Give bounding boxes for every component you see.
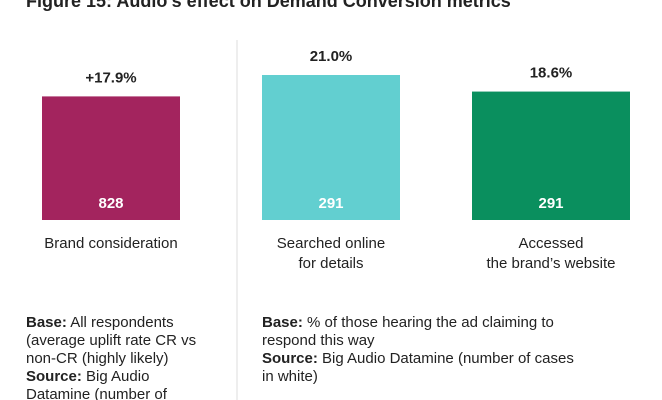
category-label: for details xyxy=(298,255,363,272)
value-label: 21.0% xyxy=(310,48,353,65)
note-line: Base: All respondents xyxy=(26,314,174,331)
note-label: Base: xyxy=(26,314,67,331)
bar xyxy=(42,96,180,220)
note-line: non-CR (highly likely) xyxy=(26,350,169,367)
note-text: (average uplift rate CR vs xyxy=(26,332,196,349)
bar xyxy=(262,75,400,220)
note-text: non-CR (highly likely) xyxy=(26,350,169,367)
value-label: 18.6% xyxy=(530,65,573,82)
note-label: Source: xyxy=(262,350,318,367)
note-label: Source: xyxy=(26,368,82,385)
value-label: +17.9% xyxy=(85,69,136,86)
note-line: Base: % of those hearing the ad claiming… xyxy=(262,314,554,331)
note-text: respond this way xyxy=(262,332,375,349)
note-label: Base: xyxy=(262,314,303,331)
note-text: All respondents xyxy=(70,314,173,331)
base-count: 291 xyxy=(318,195,343,212)
chart-title: Figure 15: Audio’s effect on Demand Conv… xyxy=(26,0,511,11)
note-line: Datamine (number of xyxy=(26,386,168,400)
note-text: Datamine (number of xyxy=(26,386,168,400)
note-line: in white) xyxy=(262,368,318,385)
note-text: in white) xyxy=(262,368,318,385)
base-count: 291 xyxy=(538,195,563,212)
note-line: respond this way xyxy=(262,332,375,349)
note-text: % of those hearing the ad claiming to xyxy=(307,314,554,331)
base-count: 828 xyxy=(98,195,123,212)
note-text: Big Audio xyxy=(86,368,149,385)
note-line: Source: Big Audio Datamine (number of ca… xyxy=(262,350,574,367)
category-label: Searched online xyxy=(277,235,385,252)
note-line: Source: Big Audio xyxy=(26,368,149,385)
category-label: the brand’s website xyxy=(487,255,616,272)
category-label: Brand consideration xyxy=(44,235,177,252)
note-text: Big Audio Datamine (number of cases xyxy=(322,350,574,367)
bar xyxy=(472,91,630,220)
note-line: (average uplift rate CR vs xyxy=(26,332,196,349)
category-label: Accessed xyxy=(518,235,583,252)
